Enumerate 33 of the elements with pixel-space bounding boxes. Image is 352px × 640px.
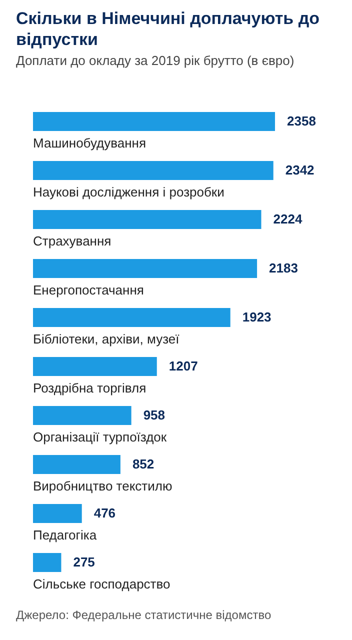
bar — [33, 161, 274, 180]
data-label: 2358 — [287, 114, 316, 128]
annotation: Джерело: Федеральне статистичне відомство — [16, 608, 272, 622]
bar — [33, 455, 120, 474]
data-label: 2183 — [269, 260, 298, 276]
bar — [33, 210, 262, 229]
bar — [33, 504, 82, 523]
y-tick-label: Організації турпоїздок — [33, 430, 167, 444]
bar — [33, 308, 230, 327]
data-label: 852 — [132, 456, 154, 472]
y-tick-label: Бібліотеки, архіви, музеї — [33, 332, 180, 346]
y-tick-label: Наукові дослідження і розробки — [33, 184, 224, 200]
bar — [33, 406, 132, 425]
bar — [33, 112, 275, 131]
y-tick-label: Сільське господарство — [33, 576, 170, 592]
data-label: 958 — [143, 408, 166, 422]
chart-title: Скільки в Німеччині доплачують до відпустки — [16, 9, 320, 49]
data-label: 1923 — [242, 310, 272, 324]
y-tick-label: Страхування — [33, 234, 112, 248]
data-label: 1207 — [168, 358, 198, 374]
y-tick-label: Машинобудування — [33, 136, 146, 150]
bar — [33, 259, 258, 278]
bar — [33, 357, 157, 376]
y-tick-label: Виробництво текстилю — [33, 478, 172, 494]
data-label: 2342 — [285, 162, 314, 178]
y-tick-label: Енергопостачання — [33, 282, 144, 298]
data-label: 2224 — [273, 212, 303, 226]
chart-subtitle: Доплати до окладу за 2019 рік брутто (в євро) — [16, 53, 294, 68]
data-label: 476 — [94, 506, 116, 520]
data-label: 275 — [73, 554, 95, 570]
bar — [33, 553, 62, 572]
y-tick-label: Роздрібна торгівля — [33, 380, 146, 396]
y-tick-label: Педагогіка — [33, 528, 98, 542]
